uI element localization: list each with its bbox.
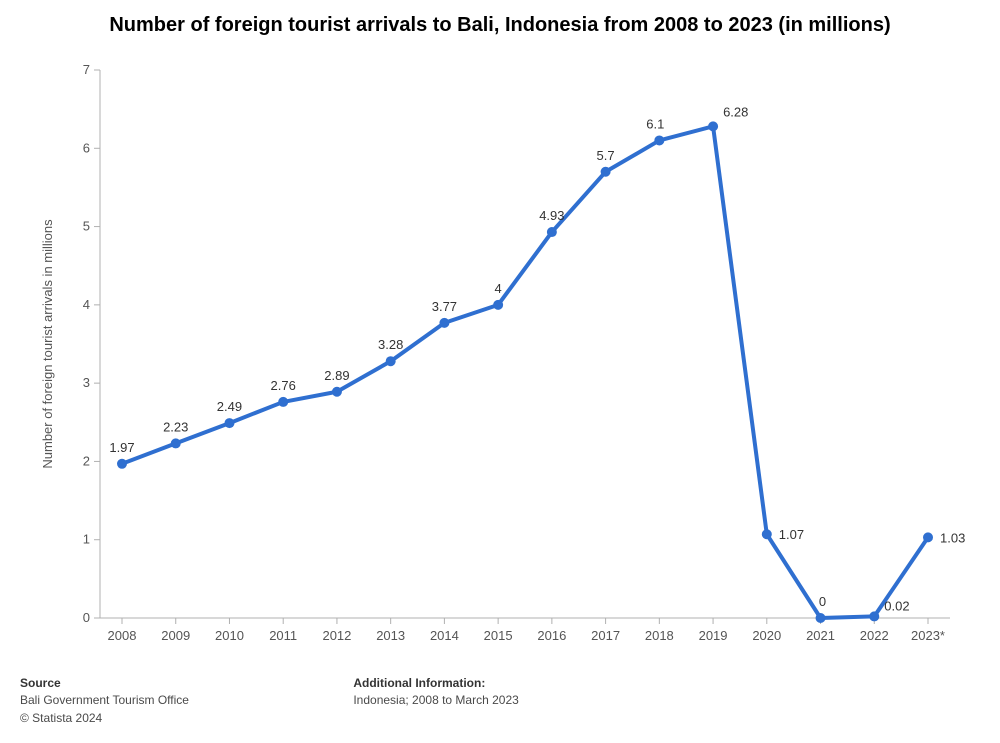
data-point [923, 532, 933, 542]
y-axis-label: Number of foreign tourist arrivals in mi… [40, 219, 55, 469]
y-tick-label: 3 [83, 375, 90, 390]
chart-footer: Source Bali Government Tourism Office © … [20, 675, 980, 727]
data-point [493, 300, 503, 310]
x-tick-label: 2020 [752, 628, 781, 643]
data-point [816, 613, 826, 623]
x-tick-label: 2021 [806, 628, 835, 643]
y-tick-label: 2 [83, 453, 90, 468]
data-point [224, 418, 234, 428]
y-tick-label: 7 [83, 62, 90, 77]
x-tick-label: 2008 [108, 628, 137, 643]
x-tick-label: 2011 [269, 628, 297, 643]
data-point [708, 121, 718, 131]
x-tick-label: 2013 [376, 628, 405, 643]
data-point [547, 227, 557, 237]
data-label: 6.28 [723, 104, 748, 119]
x-tick-label: 2019 [699, 628, 728, 643]
data-point [439, 318, 449, 328]
x-tick-label: 2022 [860, 628, 889, 643]
data-label: 4.93 [539, 208, 564, 223]
y-tick-label: 1 [83, 532, 90, 547]
x-tick-label: 2018 [645, 628, 674, 643]
x-tick-label: 2010 [215, 628, 244, 643]
data-label: 2.49 [217, 399, 242, 414]
x-tick-label: 2015 [484, 628, 513, 643]
source-line: Bali Government Tourism Office [20, 692, 350, 709]
y-tick-label: 5 [83, 219, 90, 234]
x-tick-label: 2017 [591, 628, 620, 643]
data-label: 2.89 [324, 368, 349, 383]
data-label: 1.97 [109, 440, 134, 455]
data-label: 3.77 [432, 299, 457, 314]
data-label: 4 [495, 281, 502, 296]
data-point [654, 135, 664, 145]
x-tick-label: 2012 [322, 628, 351, 643]
data-label: 6.1 [646, 116, 664, 131]
additional-line: Indonesia; 2008 to March 2023 [353, 692, 753, 709]
additional-heading: Additional Information: [353, 675, 753, 692]
data-point [762, 529, 772, 539]
series-line [122, 126, 928, 618]
data-label: 2.23 [163, 419, 188, 434]
data-label: 2.76 [271, 378, 296, 393]
line-chart-svg: 0 1 2 3 4 5 6 7 2008 2009 2010 2011 2012 2013 2014 2015… [20, 60, 980, 658]
copyright-line: © Statista 2024 [20, 710, 350, 727]
x-tick-label: 2014 [430, 628, 459, 643]
data-point [869, 611, 879, 621]
data-label: 0 [819, 594, 826, 609]
chart-area: 0 1 2 3 4 5 6 7 2008 2009 2010 2011 2012 2013 2014 2015… [20, 60, 980, 658]
y-tick-label: 4 [83, 297, 90, 312]
data-point [332, 387, 342, 397]
data-label: 5.7 [597, 148, 615, 163]
x-tick-label: 2016 [537, 628, 566, 643]
source-heading: Source [20, 675, 350, 692]
data-point [601, 167, 611, 177]
data-label: 1.07 [779, 527, 804, 542]
data-label: 0.02 [884, 598, 909, 613]
x-tick-label: 2009 [161, 628, 190, 643]
chart-title: Number of foreign tourist arrivals to Ba… [0, 14, 1000, 37]
data-point [171, 438, 181, 448]
data-point [117, 459, 127, 469]
data-point [278, 397, 288, 407]
y-tick-label: 0 [83, 610, 90, 625]
y-tick-label: 6 [83, 140, 90, 155]
data-label: 1.03 [940, 530, 965, 545]
data-point [386, 356, 396, 366]
data-label: 3.28 [378, 337, 403, 352]
x-tick-label: 2023* [911, 628, 945, 643]
